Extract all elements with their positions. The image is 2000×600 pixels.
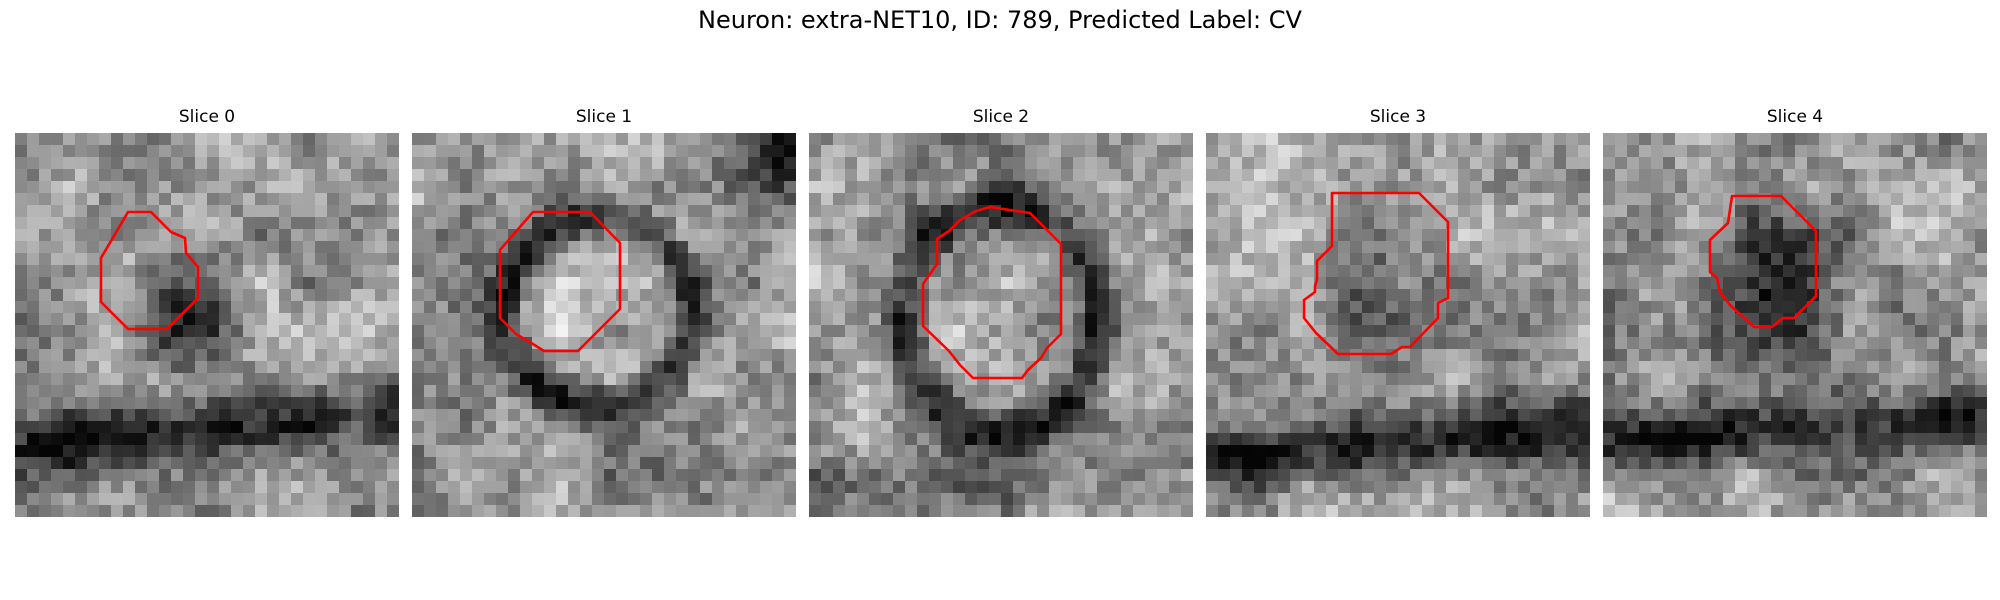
slice-image-0 — [15, 133, 399, 517]
slice-title-0: Slice 0 — [178, 107, 236, 127]
contour-outline — [99, 210, 200, 331]
pixel-grid — [809, 133, 1193, 517]
slice-title-3: Slice 3 — [1369, 107, 1427, 127]
contour-outline — [1708, 194, 1818, 329]
pixel-grid — [1206, 133, 1590, 517]
slice-title-1: Slice 1 — [575, 107, 633, 127]
slice-panel-4: Slice 4 — [1603, 107, 1987, 517]
pixel-grid — [1603, 133, 1987, 517]
slice-panel-1: Slice 1 — [412, 107, 796, 517]
figure-title: Neuron: extra-NET10, ID: 789, Predicted … — [698, 6, 1302, 34]
pixel-grid — [15, 133, 399, 517]
slice-panel-0: Slice 0 — [15, 107, 399, 517]
pixel-grid — [412, 133, 796, 517]
contour-outline — [498, 210, 622, 353]
contour-outline — [1302, 191, 1450, 356]
slice-panel-3: Slice 3 — [1206, 107, 1590, 517]
slice-image-4 — [1603, 133, 1987, 517]
slice-panel-2: Slice 2 — [809, 107, 1193, 517]
slice-title-2: Slice 2 — [972, 107, 1030, 127]
slice-title-4: Slice 4 — [1766, 107, 1824, 127]
contour-outline — [921, 205, 1063, 380]
slice-image-3 — [1206, 133, 1590, 517]
slice-image-1 — [412, 133, 796, 517]
slice-image-2 — [809, 133, 1193, 517]
